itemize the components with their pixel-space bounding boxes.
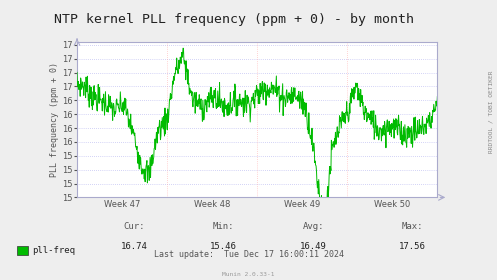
Text: Munin 2.0.33-1: Munin 2.0.33-1 — [222, 272, 275, 277]
Y-axis label: PLL frequency (ppm + 0): PLL frequency (ppm + 0) — [51, 62, 60, 177]
Text: 16.74: 16.74 — [121, 242, 148, 251]
Text: Max:: Max: — [402, 222, 423, 231]
Text: RRDTOOL / TOBI OETIKER: RRDTOOL / TOBI OETIKER — [488, 71, 493, 153]
Text: Avg:: Avg: — [302, 222, 324, 231]
Text: NTP kernel PLL frequency (ppm + 0) - by month: NTP kernel PLL frequency (ppm + 0) - by … — [54, 13, 414, 25]
Text: 15.46: 15.46 — [210, 242, 237, 251]
Text: Min:: Min: — [213, 222, 235, 231]
Text: 16.49: 16.49 — [300, 242, 327, 251]
Text: Cur:: Cur: — [123, 222, 145, 231]
Text: 17.56: 17.56 — [399, 242, 426, 251]
Text: Last update:  Tue Dec 17 16:00:11 2024: Last update: Tue Dec 17 16:00:11 2024 — [154, 250, 343, 259]
Text: pll-freq: pll-freq — [32, 246, 76, 255]
